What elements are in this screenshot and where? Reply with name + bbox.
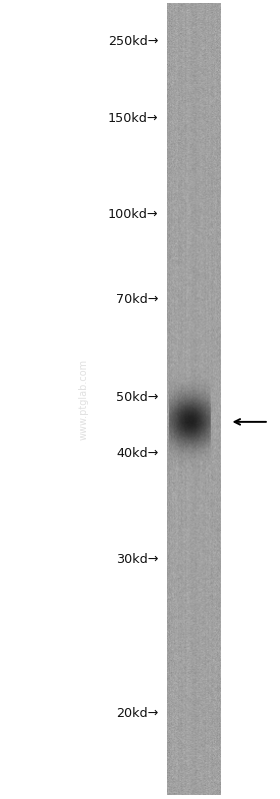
Text: www.ptglab.com: www.ptglab.com <box>79 359 89 440</box>
Text: 30kd→: 30kd→ <box>116 553 158 566</box>
Text: 50kd→: 50kd→ <box>116 392 158 404</box>
Text: 250kd→: 250kd→ <box>108 35 158 48</box>
Text: 20kd→: 20kd→ <box>116 707 158 720</box>
Text: 100kd→: 100kd→ <box>108 208 158 221</box>
Text: 150kd→: 150kd→ <box>108 112 158 125</box>
Text: 70kd→: 70kd→ <box>116 293 158 306</box>
Text: 40kd→: 40kd→ <box>116 447 158 460</box>
